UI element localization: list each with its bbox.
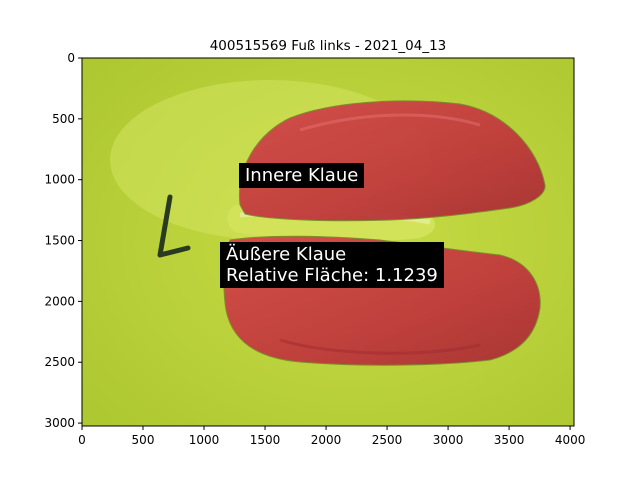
- y-tick-label: 3000: [44, 416, 75, 430]
- inner-claw-label: Innere Klaue: [239, 163, 365, 188]
- figure-title: 400515569 Fuß links - 2021_04_13: [210, 38, 447, 54]
- relative-area-value: Relative Fläche: 1.1239: [226, 265, 438, 286]
- y-tick-label: 1000: [44, 173, 75, 187]
- x-tick-label: 4000: [555, 433, 586, 447]
- y-tick-label: 2000: [44, 294, 75, 308]
- axes-frame: [81, 57, 575, 427]
- y-tick-label: 500: [52, 112, 75, 126]
- x-tick-label: 500: [132, 433, 155, 447]
- x-tick-label: 1000: [189, 433, 220, 447]
- x-axis: 0 500 1000 1500 2000 2500 3000 3500 4000: [78, 426, 585, 447]
- y-tick-label: 0: [67, 51, 75, 65]
- x-tick-label: 0: [78, 433, 86, 447]
- x-tick-label: 3500: [494, 433, 525, 447]
- y-tick-label: 1500: [44, 234, 75, 248]
- outer-claw-label: Äußere Klaue Relative Fläche: 1.1239: [220, 242, 444, 288]
- y-axis: 0 500 1000 1500 2000 2500 3000: [44, 51, 82, 430]
- inner-claw-overlay: [238, 100, 546, 222]
- x-tick-label: 2000: [311, 433, 342, 447]
- x-tick-label: 2500: [372, 433, 403, 447]
- x-tick-label: 3000: [433, 433, 464, 447]
- outer-claw-title: Äußere Klaue: [226, 244, 347, 265]
- marker-letter-l: [157, 194, 191, 258]
- y-tick-label: 2500: [44, 355, 75, 369]
- x-tick-label: 1500: [250, 433, 281, 447]
